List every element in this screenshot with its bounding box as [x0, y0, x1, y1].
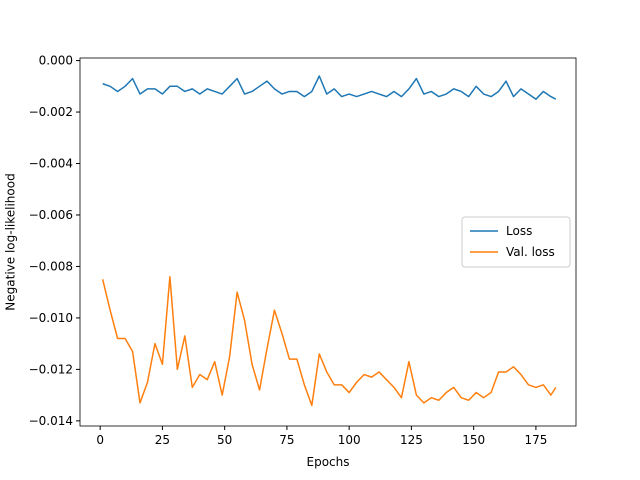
x-tick-label: 0	[96, 433, 104, 447]
y-axis-label: Negative log-likelihood	[4, 173, 18, 310]
x-tick-label: 75	[279, 433, 294, 447]
x-tick-label: 175	[524, 433, 547, 447]
x-tick-label: 150	[462, 433, 485, 447]
series-line	[101, 275, 557, 407]
legend-label: Val. loss	[506, 245, 555, 259]
legend-label: Loss	[506, 224, 532, 238]
y-tick-label: −0.004	[29, 157, 73, 171]
y-tick-label: −0.012	[29, 362, 73, 376]
y-tick-label: −0.002	[29, 105, 73, 119]
x-tick-label: 25	[155, 433, 170, 447]
x-tick-label: 50	[217, 433, 232, 447]
y-tick-label: −0.006	[29, 208, 73, 222]
y-tick-label: −0.010	[29, 311, 73, 325]
series-line	[102, 75, 557, 100]
plot-frame	[79, 57, 577, 427]
x-tick-label: 100	[338, 433, 361, 447]
legend-box	[461, 216, 571, 268]
x-tick-label: 125	[400, 433, 423, 447]
x-axis-label: Epochs	[307, 455, 350, 469]
y-tick-label: 0.000	[39, 54, 73, 68]
y-tick-label: −0.014	[29, 414, 73, 428]
y-tick-label: −0.008	[29, 259, 73, 273]
